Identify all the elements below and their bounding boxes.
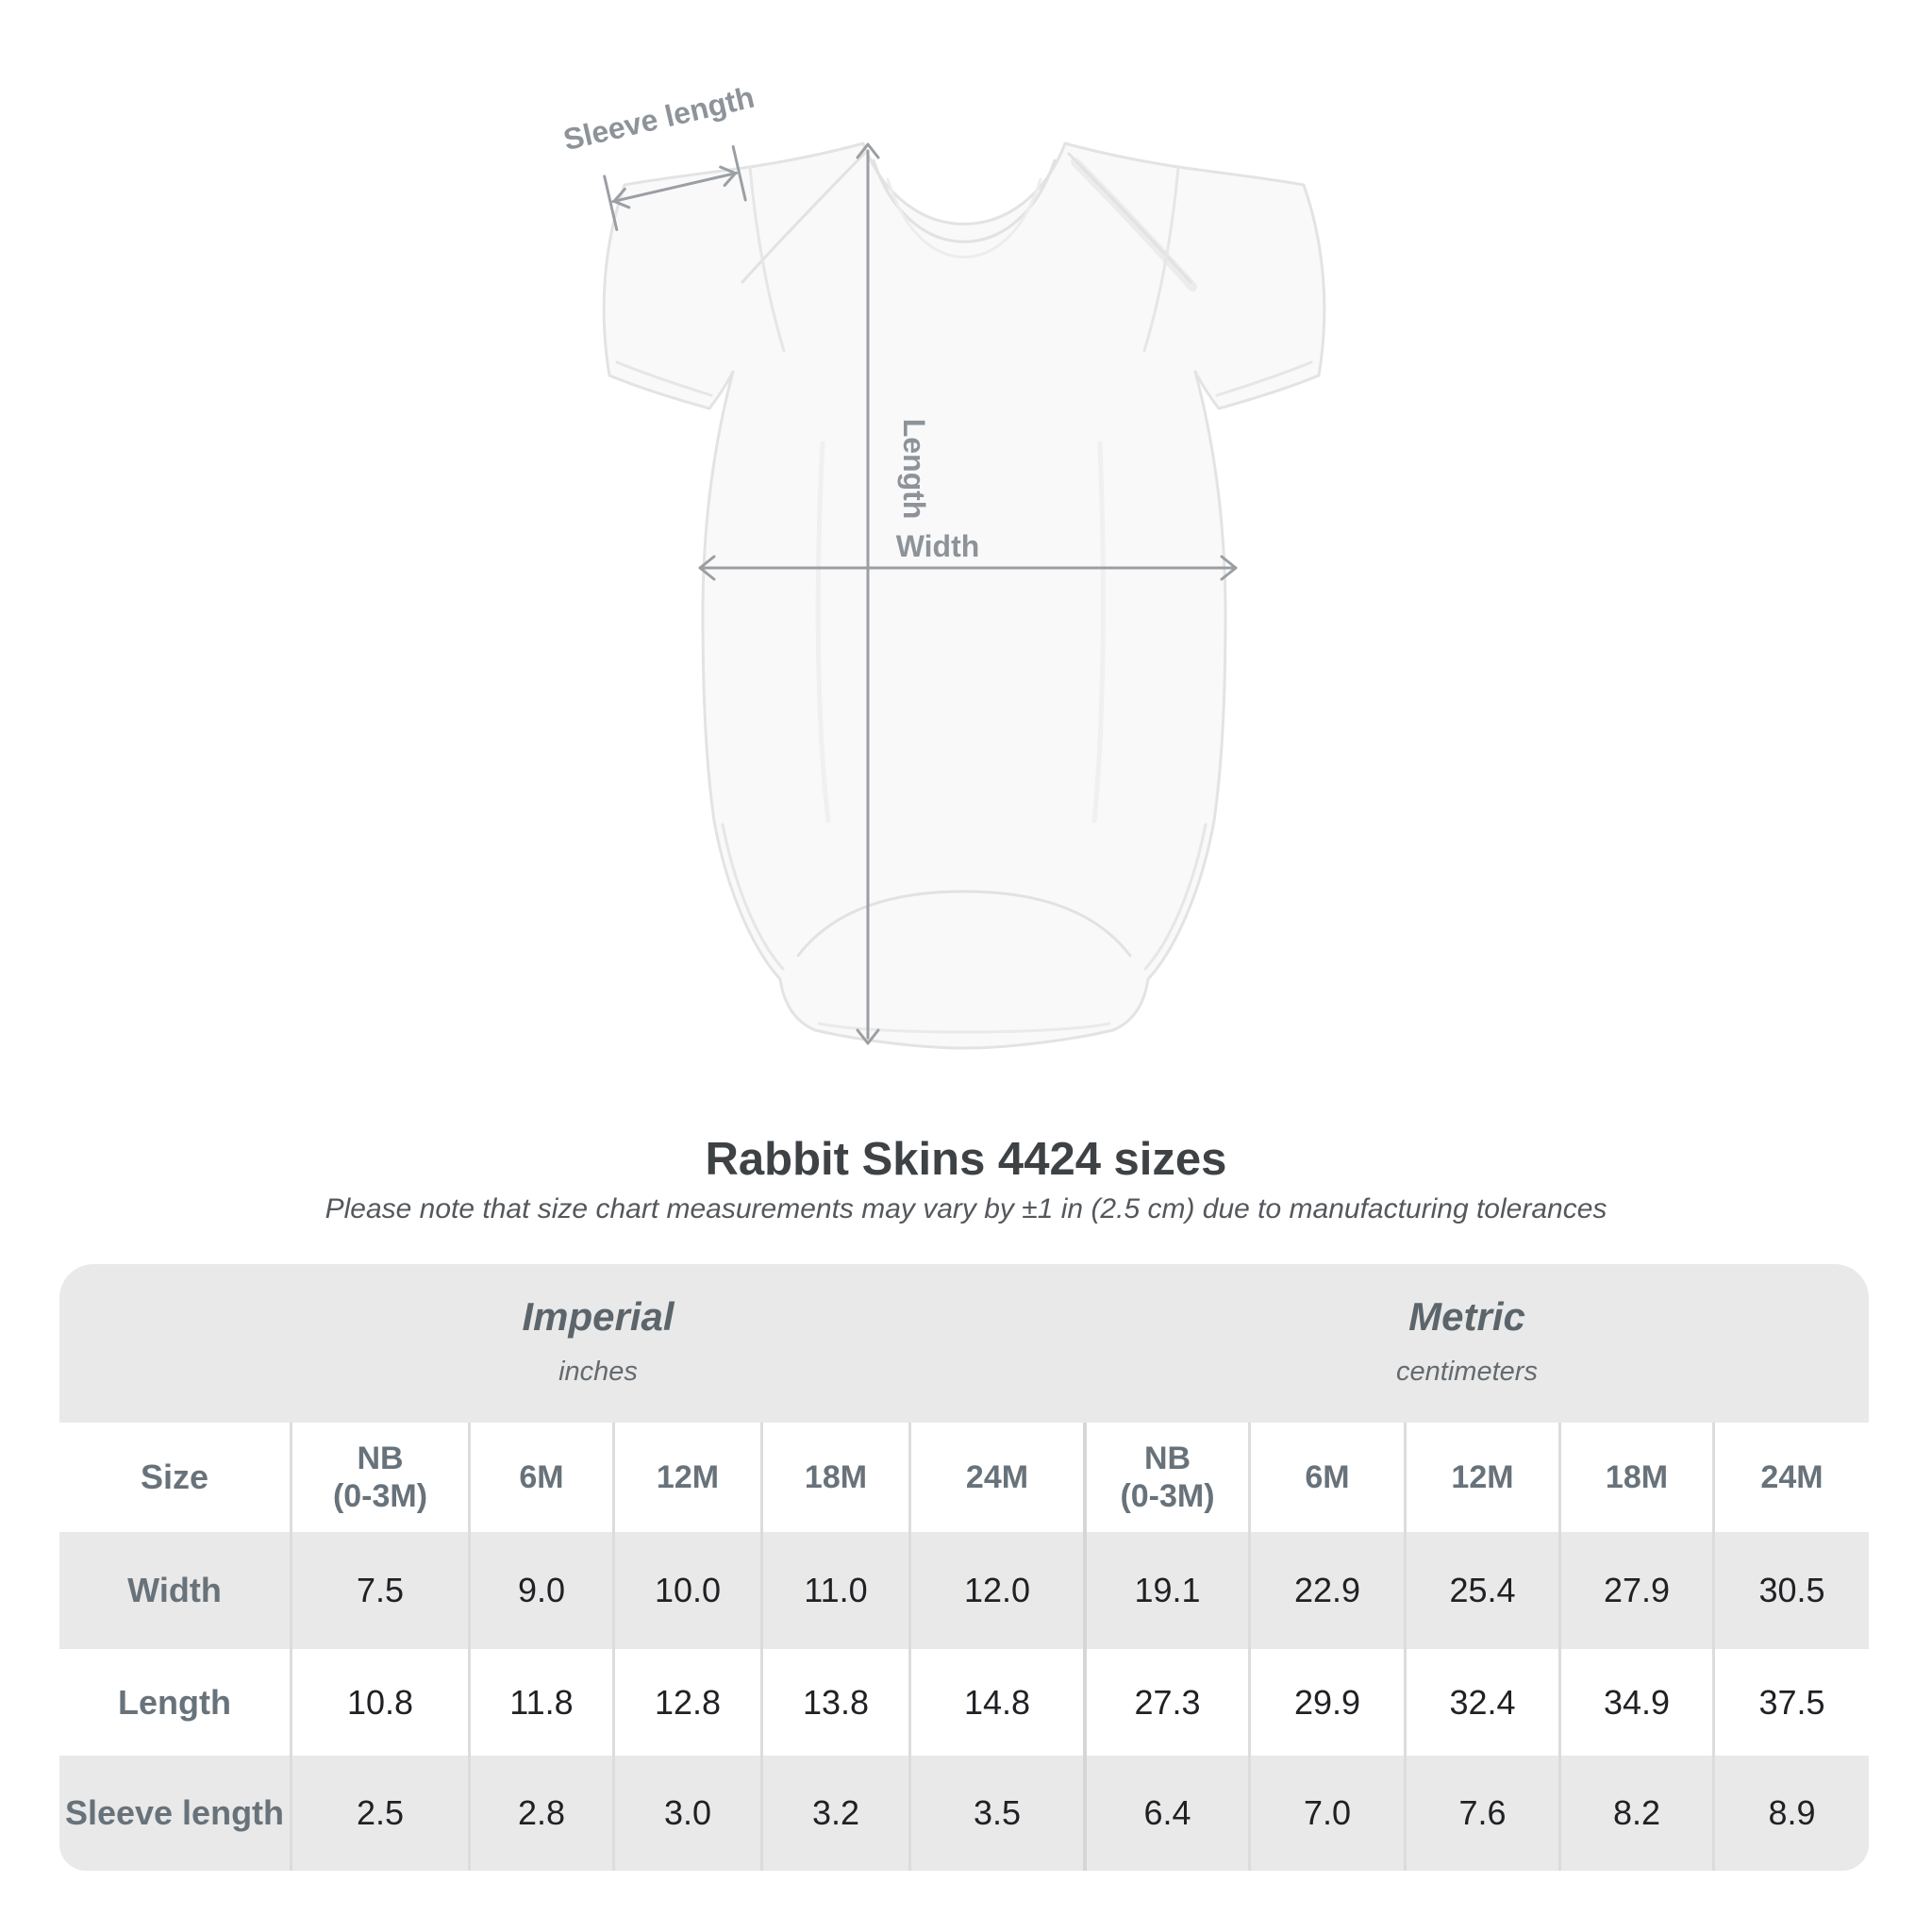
page-subtitle: Please note that size chart measurements…: [325, 1193, 1607, 1224]
length-label: Length: [897, 419, 931, 520]
length-metric-18m: 34.9: [1558, 1649, 1712, 1756]
length-imperial-12m: 12.8: [612, 1649, 760, 1756]
row-label-width: Width: [127, 1571, 222, 1609]
sleeve-length-label: Sleeve length: [560, 80, 758, 157]
col-header-metric-24m: 24M: [1712, 1423, 1869, 1532]
length-metric-nb: 27.3: [1083, 1649, 1248, 1756]
left-leg-binding-seam: [721, 823, 785, 971]
col-header-imperial-6m: 6M: [468, 1423, 612, 1532]
length-metric-12m: 32.4: [1404, 1649, 1558, 1756]
sleeve-imperial-6m: 2.8: [468, 1756, 612, 1871]
fabric-fold-right: [1091, 441, 1106, 824]
page-title: Rabbit Skins 4424 sizes: [705, 1134, 1227, 1185]
col-header-line: (0-3M): [1120, 1478, 1215, 1514]
col-header-metric-12m: 12M: [1404, 1423, 1558, 1532]
sleeve-imperial-12m: 3.0: [612, 1756, 760, 1871]
fabric-fold-left: [815, 441, 831, 824]
width-dimension: Width: [698, 529, 1238, 581]
width-label: Width: [896, 529, 980, 563]
sleeve-imperial-18m: 3.2: [760, 1756, 908, 1871]
sleeve-tick-left: [603, 175, 619, 231]
table-row-width: Width 7.5 9.0 10.0 11.0 12.0 19.1 22.9 2…: [59, 1532, 1869, 1649]
sleeve-metric-nb: 6.4: [1083, 1756, 1248, 1871]
crotch-flap-seam: [796, 890, 1132, 958]
metric-title: Metric: [1408, 1294, 1525, 1339]
width-imperial-12m: 10.0: [612, 1532, 760, 1649]
left-sleeve-hem-seam: [615, 360, 713, 397]
width-imperial-nb: 7.5: [290, 1532, 468, 1649]
bodysuit-illustration: [602, 142, 1326, 1050]
col-header-imperial-12m: 12M: [612, 1423, 760, 1532]
width-metric-12m: 25.4: [1404, 1532, 1558, 1649]
col-header-metric-6m: 6M: [1248, 1423, 1404, 1532]
length-arrowhead-top: [856, 142, 880, 159]
col-header-metric-18m: 18M: [1558, 1423, 1712, 1532]
sleeve-arrow-line: [611, 171, 739, 204]
imperial-title: Imperial: [522, 1294, 675, 1339]
neck-trim-seam: [872, 158, 1057, 243]
width-imperial-6m: 9.0: [468, 1532, 612, 1649]
right-armhole-seam: [1142, 165, 1180, 353]
width-arrowhead-left: [698, 555, 716, 581]
length-arrowhead-bottom: [856, 1028, 880, 1045]
width-metric-6m: 22.9: [1248, 1532, 1404, 1649]
crotch-flap-hem: [817, 1022, 1111, 1034]
size-table: Imperial inches Metric centimeters Size …: [59, 1264, 1869, 1871]
width-metric-24m: 30.5: [1712, 1532, 1869, 1649]
sleeve-metric-12m: 7.6: [1404, 1756, 1558, 1871]
length-metric-24m: 37.5: [1712, 1649, 1869, 1756]
table-row-sleeve-length: Sleeve length 2.5 2.8 3.0 3.2 3.5 6.4 7.…: [59, 1756, 1869, 1871]
right-envelope-flap-seam: [1067, 152, 1192, 284]
table-row-size-headers: Size NB (0-3M) 6M 12M 18M 24M NB (0-3M) …: [59, 1423, 1869, 1532]
col-header-imperial-18m: 18M: [760, 1423, 908, 1532]
table-header-band: Imperial inches Metric centimeters: [59, 1264, 1869, 1423]
col-header-line: NB: [357, 1440, 404, 1476]
row-label-sleeve-length: Sleeve length: [64, 1793, 285, 1832]
sleeve-imperial-24m: 3.5: [908, 1756, 1083, 1871]
bodysuit-diagram: Length Width Sleeve length: [560, 80, 1326, 1050]
length-imperial-18m: 13.8: [760, 1649, 908, 1756]
sleeve-metric-6m: 7.0: [1248, 1756, 1404, 1871]
right-sleeve-hem-seam: [1215, 360, 1313, 397]
collar-inner-shadow: [886, 177, 1042, 258]
col-header-imperial-nb: NB (0-3M): [290, 1423, 468, 1532]
col-header-line: NB: [1143, 1440, 1191, 1476]
col-header-metric-nb: NB (0-3M): [1083, 1423, 1248, 1532]
sleeve-metric-24m: 8.9: [1712, 1756, 1869, 1871]
length-imperial-nb: 10.8: [290, 1649, 468, 1756]
bodysuit-outline: [602, 142, 1326, 1050]
sleeve-arrowhead-left: [612, 187, 631, 209]
row-label-length: Length: [118, 1682, 231, 1722]
col-header-imperial-24m: 24M: [908, 1423, 1083, 1532]
size-column-title: Size: [140, 1457, 209, 1496]
metric-section-header: Metric centimeters: [1396, 1264, 1538, 1423]
width-metric-18m: 27.9: [1558, 1532, 1712, 1649]
sleeve-imperial-nb: 2.5: [290, 1756, 468, 1871]
sleeve-arrowhead-right: [719, 165, 738, 188]
imperial-section-header: Imperial inches: [522, 1264, 674, 1423]
length-dimension: Length: [856, 142, 931, 1045]
width-imperial-24m: 12.0: [908, 1532, 1083, 1649]
length-imperial-24m: 14.8: [908, 1649, 1083, 1756]
left-armhole-seam: [748, 165, 786, 353]
sleeve-tick-right: [731, 144, 747, 202]
left-envelope-flap-seam: [741, 152, 866, 284]
width-arrowhead-right: [1220, 555, 1238, 581]
length-imperial-6m: 11.8: [468, 1649, 612, 1756]
metric-unit: centimeters: [1396, 1357, 1538, 1387]
width-imperial-18m: 11.0: [760, 1532, 908, 1649]
table-row-length: Length 10.8 11.8 12.8 13.8 14.8 27.3 29.…: [59, 1649, 1869, 1756]
right-leg-binding-seam: [1143, 823, 1208, 971]
col-header-line: (0-3M): [332, 1478, 428, 1514]
width-metric-nb: 19.1: [1083, 1532, 1248, 1649]
imperial-unit: inches: [558, 1357, 638, 1387]
sleeve-metric-18m: 8.2: [1558, 1756, 1712, 1871]
bodysuit-seams: [615, 152, 1313, 1034]
length-metric-6m: 29.9: [1248, 1649, 1404, 1756]
